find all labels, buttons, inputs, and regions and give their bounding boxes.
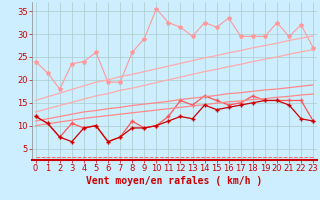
- X-axis label: Vent moyen/en rafales ( km/h ): Vent moyen/en rafales ( km/h ): [86, 176, 262, 186]
